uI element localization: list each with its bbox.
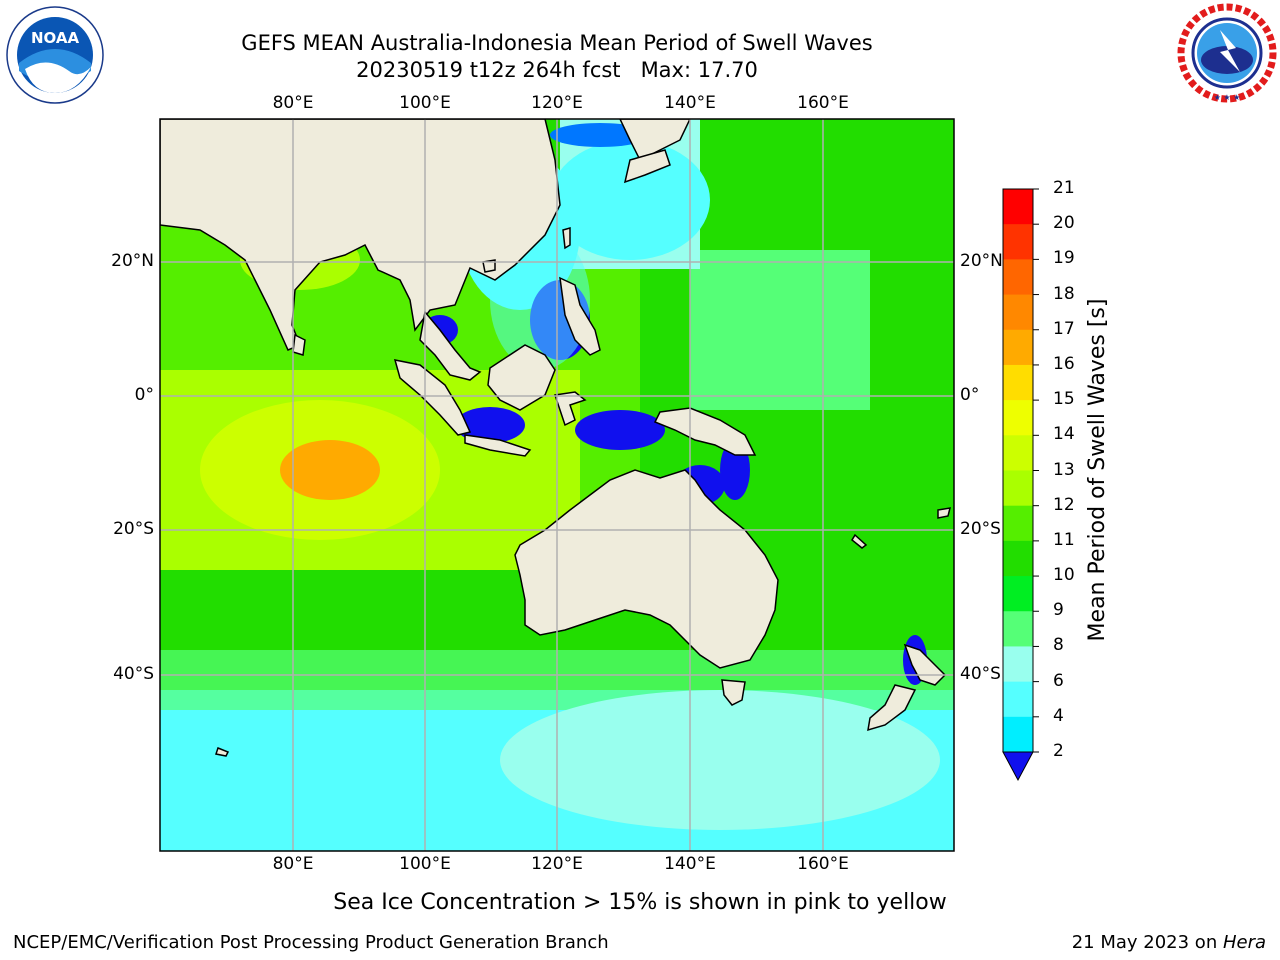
svg-text:★ ★ ★: ★ ★ ★ — [1214, 93, 1241, 102]
graticule — [160, 119, 954, 851]
land — [160, 119, 952, 757]
colorbar-extend-arrow — [1002, 751, 1034, 782]
colorbar-label: Mean Period of Swell Waves [s] — [1085, 298, 1110, 642]
lon-label-bottom-140e: 140°E — [664, 854, 716, 874]
noaa-logo: NOAA — [5, 5, 105, 105]
lon-label-top-80e: 80°E — [272, 93, 314, 113]
colorbar-segment — [1003, 400, 1033, 436]
colorbar — [1002, 188, 1039, 782]
colorbar-segment — [1003, 224, 1033, 260]
colorbar-segment — [1003, 611, 1033, 647]
colorbar-segment — [1003, 716, 1033, 753]
lat-label-right-0: 0° — [960, 385, 980, 405]
lon-label-bottom-100e: 100°E — [399, 854, 451, 874]
nws-logo: ★ ★ ★ — [1176, 2, 1278, 104]
lon-label-bottom-120e: 120°E — [531, 854, 583, 874]
lon-label-top-160e: 160°E — [797, 93, 849, 113]
colorbar-tick-label: 13 — [1053, 459, 1075, 480]
colorbar-tick-label: 9 — [1053, 600, 1064, 621]
lon-label-top-120e: 120°E — [531, 93, 583, 113]
sea-ice-note: Sea Ice Concentration > 15% is shown in … — [333, 890, 947, 915]
colorbar-tick-label: 6 — [1053, 670, 1064, 691]
colorbar-segment — [1003, 329, 1033, 366]
lat-label-right-40s: 40°S — [960, 664, 1001, 684]
lon-label-bottom-160e: 160°E — [797, 854, 849, 874]
colorbar-segment — [1003, 294, 1033, 331]
lon-label-top-100e: 100°E — [399, 93, 451, 113]
colorbar-segment — [1003, 435, 1033, 471]
colorbar-segment — [1003, 540, 1033, 577]
colorbar-tick-label: 19 — [1053, 248, 1075, 269]
lat-label-left-20n: 20°N — [111, 251, 154, 271]
colorbar-segment — [1003, 470, 1033, 507]
lat-label-left-40s: 40°S — [113, 664, 154, 684]
footer-date: 21 May 2023 on Hera — [1072, 932, 1266, 953]
lon-label-top-140e: 140°E — [664, 93, 716, 113]
map-subtitle: 20230519 t12z 264h fcst Max: 17.70 — [356, 58, 758, 82]
colorbar-tick-label: 17 — [1053, 318, 1075, 339]
lat-label-right-20s: 20°S — [960, 519, 1001, 539]
colorbar-tick-label: 2 — [1053, 741, 1064, 761]
colorbar-tick-label: 20 — [1053, 213, 1075, 234]
footer-branch: NCEP/EMC/Verification Post Processing Pr… — [13, 932, 609, 953]
map-title: GEFS MEAN Australia-Indonesia Mean Perio… — [241, 31, 873, 55]
lat-label-left-0: 0° — [134, 385, 154, 405]
colorbar-tick-label: 10 — [1053, 565, 1075, 586]
colorbar-segment — [1003, 646, 1033, 683]
colorbar-segment — [1003, 189, 1033, 225]
colorbar-tick-label: 4 — [1053, 705, 1064, 726]
colorbar-tick-label: 15 — [1053, 389, 1075, 410]
colorbar-tick-label: 11 — [1053, 529, 1075, 550]
footer-machine: Hera — [1222, 932, 1266, 953]
footer-date-text: 21 May 2023 on — [1071, 932, 1223, 953]
lon-label-bottom-80e: 80°E — [272, 854, 314, 874]
svg-text:NOAA: NOAA — [31, 29, 80, 47]
colorbar-segment — [1003, 576, 1033, 612]
colorbar-segment — [1003, 259, 1033, 296]
colorbar-tick-label: 18 — [1053, 283, 1075, 304]
lat-label-left-20s: 20°S — [113, 519, 154, 539]
colorbar-segment — [1003, 681, 1033, 718]
colorbar-tick-label: 16 — [1053, 353, 1075, 374]
colorbar-segment — [1003, 505, 1033, 542]
colorbar-tick-label: 21 — [1053, 178, 1075, 198]
colorbar-tick-label: 14 — [1053, 424, 1075, 445]
colorbar-tick-label: 12 — [1053, 494, 1075, 515]
colorbar-tick-label: 8 — [1053, 635, 1064, 656]
map-frame — [159, 118, 955, 852]
colorbar-segment — [1003, 364, 1033, 401]
lat-label-right-20n: 20°N — [960, 251, 1003, 271]
